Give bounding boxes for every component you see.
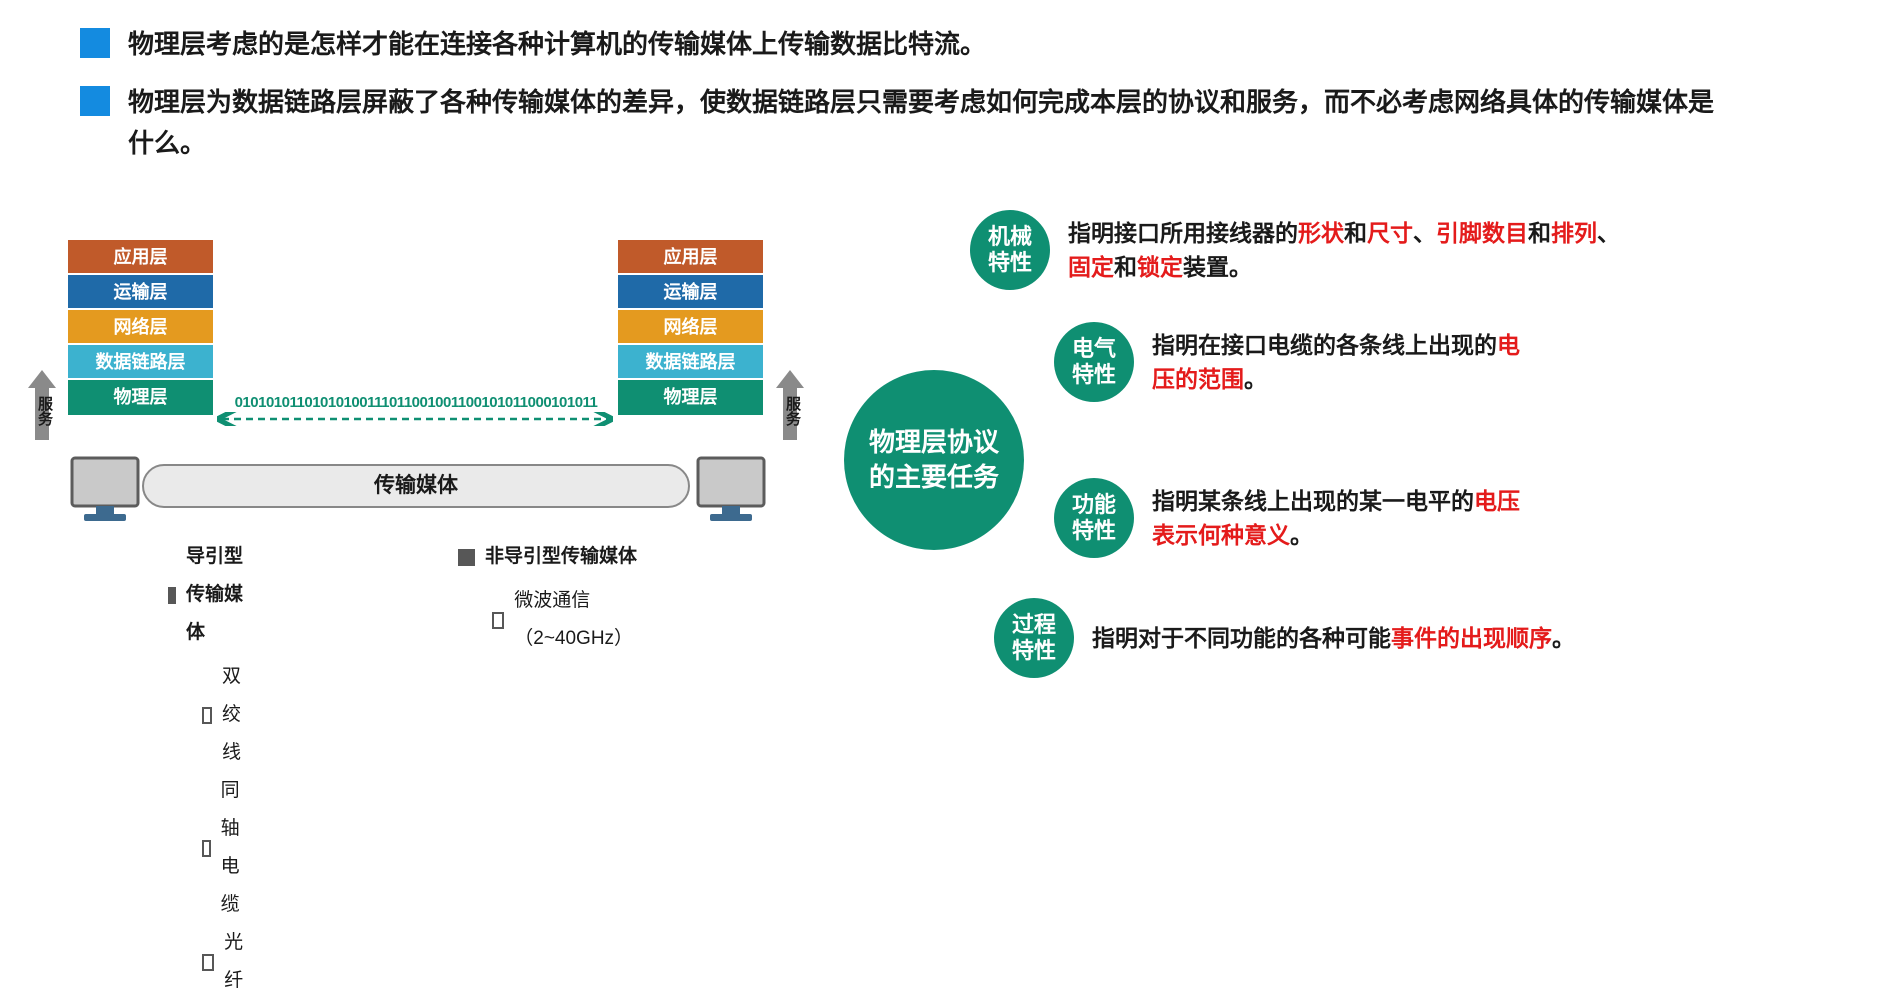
protocol-stack-left: 应用层运输层网络层数据链路层物理层 <box>68 240 213 415</box>
filled-square-icon <box>168 587 176 604</box>
bitstream-text: 0101010110101010011101100100110010101100… <box>216 394 616 411</box>
feature-2: 功能 特性指明某条线上出现的某一电平的电压表示何种意义。 <box>1054 478 1532 558</box>
guided-media-header: 导引型传输媒体 <box>168 538 248 652</box>
bullet-2: 物理层为数据链路层屏蔽了各种传输媒体的差异，使数据链路层只需要考虑如何完成本层的… <box>80 82 1880 163</box>
protocol-layer: 运输层 <box>618 275 763 310</box>
bullet-square-icon <box>80 28 110 58</box>
feature-text: 指明接口所用接线器的形状和尺寸、引脚数目和排列、固定和锁定装置。 <box>1068 216 1628 285</box>
checkbox-icon <box>202 840 211 857</box>
center-circle-label: 物理层协议 的主要任务 <box>853 425 1015 495</box>
feature-text: 指明某条线上出现的某一电平的电压表示何种意义。 <box>1152 484 1532 553</box>
protocol-layer: 数据链路层 <box>618 345 763 380</box>
protocol-layer: 运输层 <box>68 275 213 310</box>
service-arrow-right: 服务 <box>776 370 804 445</box>
unguided-media-label: 非导引型传输媒体 <box>485 538 637 576</box>
guided-media-label: 导引型传输媒体 <box>186 538 248 652</box>
feature-text: 指明对于不同功能的各种可能事件的出现顺序。 <box>1092 621 1575 656</box>
checkbox-icon <box>492 612 504 629</box>
service-arrow-left: 服务 <box>28 370 56 445</box>
protocol-layer: 网络层 <box>618 310 763 345</box>
bullet-text-1: 物理层考虑的是怎样才能在连接各种计算机的传输媒体上传输数据比特流。 <box>128 24 986 64</box>
bitstream-arrow-icon <box>214 412 616 426</box>
media-item: 同轴电缆 <box>202 772 248 924</box>
protocol-layer: 物理层 <box>618 380 763 415</box>
media-item: 光纤 <box>202 924 248 1000</box>
feature-text: 指明在接口电缆的各条线上出现的电压的范围。 <box>1152 328 1532 397</box>
checkbox-icon <box>202 954 214 971</box>
feature-circle: 机械 特性 <box>970 210 1050 290</box>
center-circle: 物理层协议 的主要任务 <box>844 370 1024 550</box>
protocol-features-map: 物理层协议 的主要任务 机械 特性指明接口所用接线器的形状和尺寸、引脚数目和排列… <box>830 200 1870 820</box>
media-item: 微波通信（2~40GHz） <box>492 582 638 658</box>
checkbox-icon <box>202 707 212 724</box>
protocol-layer: 应用层 <box>68 240 213 275</box>
service-label-right: 服务 <box>782 396 803 426</box>
computer-monitor-right-icon <box>696 456 766 529</box>
computer-monitor-left-icon <box>70 456 140 529</box>
protocol-stack-right: 应用层运输层网络层数据链路层物理层 <box>618 240 763 415</box>
service-label-left: 服务 <box>34 396 55 426</box>
protocol-layer: 网络层 <box>68 310 213 345</box>
protocol-layer: 数据链路层 <box>68 345 213 380</box>
transmission-media-bar: 传输媒体 <box>142 464 690 508</box>
feature-3: 过程 特性指明对于不同功能的各种可能事件的出现顺序。 <box>994 598 1575 678</box>
protocol-layer: 物理层 <box>68 380 213 415</box>
protocol-layer: 应用层 <box>618 240 763 275</box>
feature-0: 机械 特性指明接口所用接线器的形状和尺寸、引脚数目和排列、固定和锁定装置。 <box>970 210 1628 290</box>
media-item: 双绞线 <box>202 658 248 772</box>
bullet-text-2: 物理层为数据链路层屏蔽了各种传输媒体的差异，使数据链路层只需要考虑如何完成本层的… <box>128 82 1728 163</box>
feature-circle: 电气 特性 <box>1054 322 1134 402</box>
bullet-square-icon <box>80 86 110 116</box>
unguided-media-header: 非导引型传输媒体 <box>458 538 638 576</box>
feature-1: 电气 特性指明在接口电缆的各条线上出现的电压的范围。 <box>1054 322 1532 402</box>
bullet-1: 物理层考虑的是怎样才能在连接各种计算机的传输媒体上传输数据比特流。 <box>80 24 1880 64</box>
feature-circle: 过程 特性 <box>994 598 1074 678</box>
filled-square-icon <box>458 549 475 566</box>
feature-circle: 功能 特性 <box>1054 478 1134 558</box>
